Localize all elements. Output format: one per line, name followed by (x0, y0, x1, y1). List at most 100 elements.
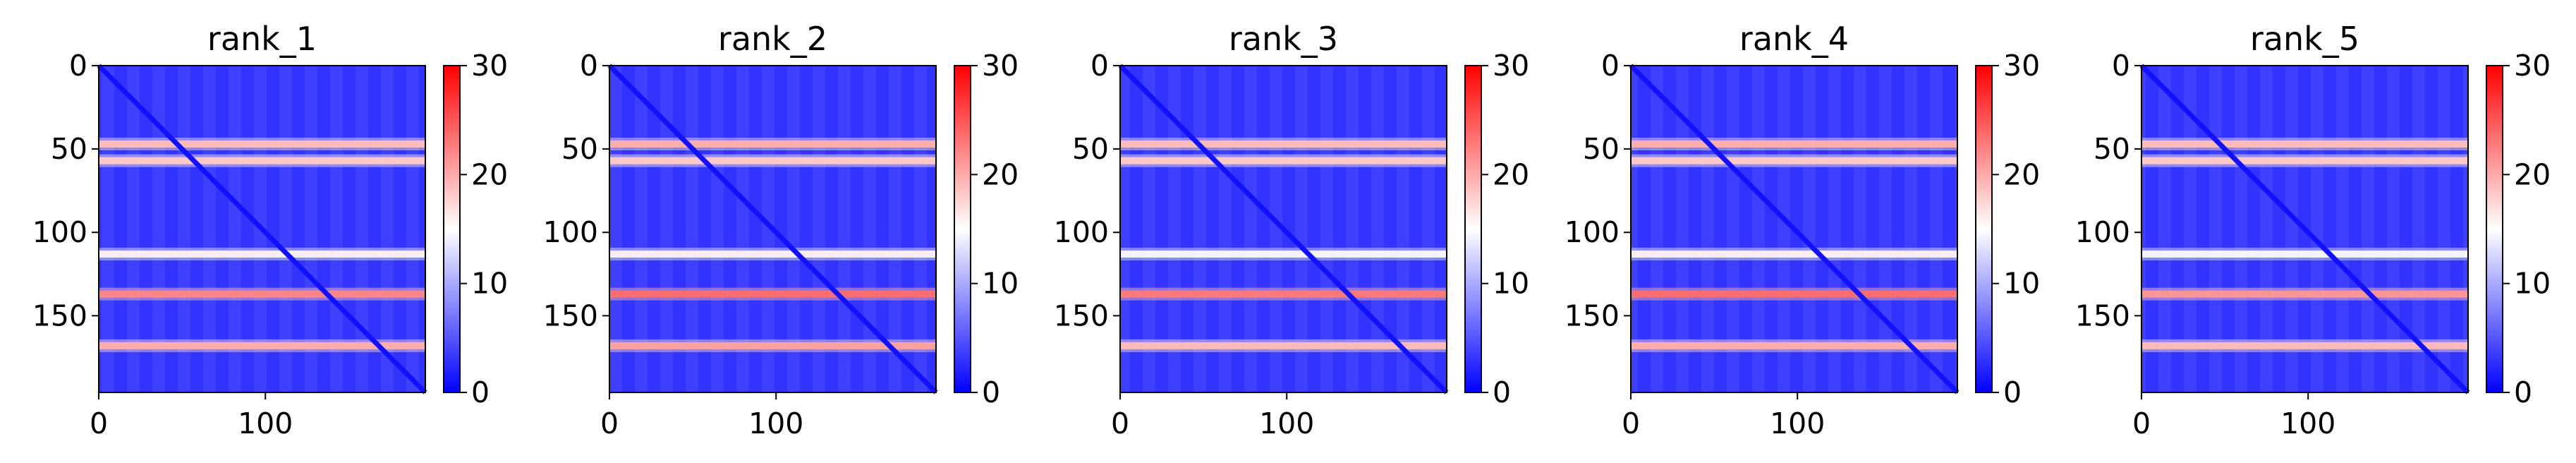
heatmap-row-halo (2141, 287, 2468, 301)
heatmap-row-band (609, 250, 936, 258)
heatmap-row-halo (2141, 247, 2468, 260)
heatmap-row-band (99, 157, 425, 164)
x-tick-label: 0 (1111, 407, 1129, 440)
panel-title: rank_5 (2250, 20, 2359, 58)
heatmap-row-halo (99, 154, 425, 167)
y-tick-label: 0 (2112, 49, 2130, 83)
heatmap-row-halo (1631, 247, 1957, 260)
heatmap-row-halo (1120, 247, 1447, 260)
heatmap-row-halo (99, 247, 425, 260)
y-tick-label: 50 (561, 132, 598, 166)
y-tick-label: 100 (1054, 215, 1109, 249)
x-tick-label: 0 (2132, 407, 2151, 440)
heatmap-row-band (1631, 290, 1957, 298)
heatmap-row-band (1631, 157, 1957, 164)
panel-title: rank_4 (1739, 20, 1849, 58)
heatmap-row-band (1120, 342, 1447, 349)
heatmap-row-band (609, 290, 936, 298)
colorbar-tick-label: 30 (2514, 49, 2551, 83)
heatmap-row-band (1631, 342, 1957, 349)
y-tick-label: 150 (1565, 299, 1620, 332)
axes-frame (1119, 65, 1447, 393)
heatmap-panel: rank_2 0 50 100 150 0 100 0 10 20 30 (543, 20, 1019, 440)
heatmap-row-halo (1120, 287, 1447, 301)
heatmap-row-band (2141, 342, 2468, 349)
heatmap-row-halo (1631, 138, 1957, 151)
y-tick-label: 150 (543, 299, 598, 332)
heatmap-row-halo (1120, 154, 1447, 167)
panel-title: rank_2 (718, 20, 827, 58)
y-tick-label: 50 (51, 132, 87, 166)
colorbar-tick-label: 10 (471, 267, 508, 301)
y-tick-label: 150 (1054, 299, 1109, 332)
heatmap-diagonal (97, 64, 427, 395)
heatmap-row-band (2141, 250, 2468, 258)
colorbar-tick-label: 20 (471, 157, 508, 191)
colorbar-frame (443, 65, 461, 393)
colorbar-tick-label: 0 (1493, 375, 1511, 409)
y-tick-label: 50 (1583, 132, 1620, 166)
colorbar (444, 66, 460, 392)
colorbar-frame (2486, 65, 2503, 393)
colorbar-tick-label: 30 (982, 49, 1019, 83)
heatmap-row-halo (609, 154, 936, 167)
heatmap-row-band (99, 250, 425, 258)
heatmap-row-band (1120, 290, 1447, 298)
heatmap-row-band (1120, 157, 1447, 164)
heatmap-row-halo (1120, 339, 1447, 352)
colorbar (1465, 66, 1481, 392)
y-tick-label: 100 (1565, 215, 1620, 249)
heatmap-row-halo (99, 287, 425, 301)
colorbar-tick-label: 10 (982, 267, 1019, 301)
y-tick-label: 0 (1601, 49, 1620, 83)
heatmap-row-band (1631, 140, 1957, 148)
heatmap-row-band (2141, 140, 2468, 148)
colorbar-frame (1975, 65, 1993, 393)
heatmap-row-halo (1120, 138, 1447, 151)
colorbar-tick-label: 30 (1493, 49, 1529, 83)
colorbar (954, 66, 971, 392)
x-tick-label: 0 (600, 407, 619, 440)
y-tick-label: 100 (543, 215, 598, 249)
x-tick-label: 100 (2280, 407, 2335, 440)
heatmap-row-halo (2141, 138, 2468, 151)
heatmap-diagonal (1118, 64, 1449, 395)
colorbar-tick-label: 10 (1493, 267, 1529, 301)
y-tick-label: 150 (32, 299, 87, 332)
colorbar-tick-label: 20 (982, 157, 1019, 191)
colorbar-tick-label: 20 (1493, 157, 1529, 191)
heatmap-diagonal (607, 64, 938, 395)
panel-title: rank_1 (207, 20, 317, 58)
heatmap-row-band (99, 342, 425, 349)
x-tick-label: 0 (90, 407, 108, 440)
heatmap-diagonal (2139, 64, 2470, 395)
heatmap-row-band (609, 157, 936, 164)
colorbar-tick-label: 20 (2003, 157, 2040, 191)
y-tick-label: 50 (2094, 132, 2130, 166)
heatmap-row-halo (609, 247, 936, 260)
heatmap-row-halo (1631, 287, 1957, 301)
y-tick-label: 100 (32, 215, 87, 249)
heatmap-row-band (609, 140, 936, 148)
heatmap-panel: rank_3 0 50 100 150 0 100 0 10 20 30 (1054, 20, 1529, 440)
axes-frame (1630, 65, 1958, 393)
axes-frame (609, 65, 937, 393)
heatmap-row-halo (2141, 154, 2468, 167)
heatmap-panel: rank_1 0 50 100 150 0 100 0 10 20 30 (32, 20, 508, 440)
colorbar (1976, 66, 1992, 392)
y-tick-label: 50 (1072, 132, 1109, 166)
x-tick-label: 100 (1259, 407, 1314, 440)
colorbar-tick-label: 30 (2003, 49, 2040, 83)
colorbar-tick-label: 0 (982, 375, 1000, 409)
heatmap-row-band (1120, 250, 1447, 258)
heatmap-row-halo (99, 138, 425, 151)
colorbar-tick-label: 20 (2514, 157, 2551, 191)
heatmap-diagonal (1629, 64, 1960, 395)
colorbar-tick-label: 0 (471, 375, 490, 409)
heatmap-row-halo (99, 339, 425, 352)
x-tick-label: 100 (748, 407, 803, 440)
heatmap-row-band (2141, 157, 2468, 164)
heatmap-row-band (99, 140, 425, 148)
colorbar-tick-label: 0 (2003, 375, 2022, 409)
